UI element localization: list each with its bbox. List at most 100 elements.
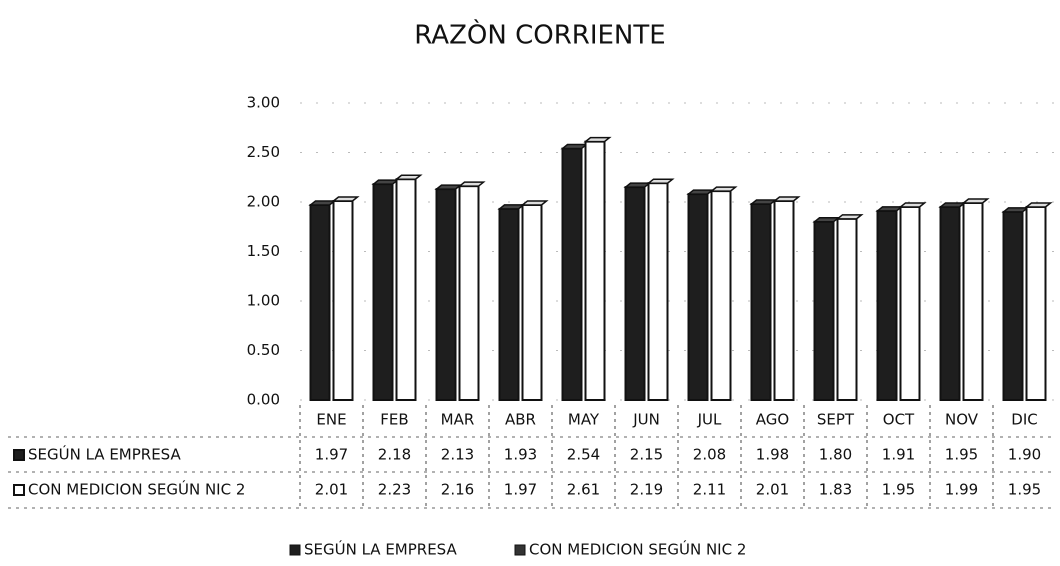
x-tick-label: SEPT [817, 411, 855, 429]
bar-top [1024, 202, 1053, 208]
bar-top [371, 179, 400, 185]
x-tick-label: ABR [505, 411, 536, 429]
x-tick-label: MAR [441, 411, 475, 429]
bar-top [686, 189, 715, 195]
table-value: 1.91 [882, 446, 915, 464]
bar [750, 202, 772, 401]
bar-top [938, 202, 967, 208]
table-legend-key [13, 449, 25, 461]
bar-top [623, 182, 652, 188]
bar [561, 147, 583, 401]
x-tick-label: FEB [380, 411, 408, 429]
bar [395, 178, 417, 401]
bar-top [772, 196, 801, 202]
x-tick-label: NOV [945, 411, 979, 429]
x-tick-label: AGO [756, 411, 789, 429]
bar [498, 207, 520, 401]
bar-top [394, 174, 423, 180]
y-tick-label: 2.00 [247, 193, 280, 211]
table-value: 2.08 [693, 446, 726, 464]
table-value: 2.18 [378, 446, 411, 464]
x-tick-label: JUN [632, 411, 660, 429]
legend-swatch [514, 544, 526, 556]
table-value: 1.93 [504, 446, 537, 464]
table-value: 1.90 [1008, 446, 1041, 464]
bar-top [646, 178, 675, 184]
bar [435, 188, 457, 401]
y-tick-label: 1.50 [247, 242, 280, 260]
x-tick-label: ENE [316, 411, 346, 429]
y-tick-label: 0.50 [247, 341, 280, 359]
y-tick-label: 2.50 [247, 143, 280, 161]
x-tick-label: OCT [883, 411, 915, 429]
table-row-label: SEGÚN LA EMPRESA [28, 445, 181, 464]
table-value: 2.23 [378, 481, 411, 499]
bar-top [961, 198, 990, 204]
table-value: 2.01 [756, 481, 789, 499]
table-value: 1.98 [756, 446, 789, 464]
legend-swatch [289, 544, 301, 556]
bar-top [835, 214, 864, 220]
table-legend-key [13, 484, 25, 496]
bar [1025, 205, 1047, 401]
bar-top [308, 200, 337, 206]
table-value: 1.99 [945, 481, 978, 499]
table-value: 1.97 [504, 481, 537, 499]
table-value: 2.11 [693, 481, 726, 499]
bar [836, 217, 858, 401]
table-value: 2.16 [441, 481, 474, 499]
bar [521, 203, 543, 401]
bar-top [497, 204, 526, 210]
table-value: 2.61 [567, 481, 600, 499]
x-tick-label: DIC [1011, 411, 1037, 429]
bar [773, 200, 795, 401]
table-value: 1.97 [315, 446, 348, 464]
bar [899, 205, 921, 401]
bar-top [875, 206, 904, 212]
bar [458, 185, 480, 401]
bar [332, 200, 354, 401]
bar [813, 220, 835, 401]
bar-top [898, 202, 927, 208]
table-value: 1.83 [819, 481, 852, 499]
y-tick-label: 1.00 [247, 292, 280, 310]
bar-top [1001, 207, 1030, 213]
bar [309, 203, 331, 401]
x-tick-label: MAY [568, 411, 600, 429]
bar-top [331, 196, 360, 202]
table-value: 2.19 [630, 481, 663, 499]
table-value: 1.95 [1008, 481, 1041, 499]
table-value: 2.54 [567, 446, 600, 464]
bar-top [583, 136, 612, 143]
table-value: 2.13 [441, 446, 474, 464]
bar [687, 193, 709, 401]
table-row-label: CON MEDICION SEGÚN NIC 2 [28, 480, 245, 499]
legend-label: CON MEDICION SEGÚN NIC 2 [529, 540, 746, 559]
bar-top [812, 217, 841, 223]
bar [624, 186, 646, 401]
table-value: 1.80 [819, 446, 852, 464]
table-value: 2.15 [630, 446, 663, 464]
bar-top [749, 199, 778, 205]
y-tick-label: 3.00 [247, 94, 280, 112]
bar-top [457, 181, 486, 187]
table-value: 2.01 [315, 481, 348, 499]
table-value: 1.95 [945, 446, 978, 464]
bar-top [434, 184, 463, 190]
bar-top [520, 200, 549, 206]
y-tick-label: 0.00 [247, 391, 280, 409]
bar-top [560, 143, 589, 150]
bar [939, 205, 961, 401]
chart-title: RAZÒN CORRIENTE [414, 19, 665, 51]
bar [876, 209, 898, 401]
bar [584, 140, 606, 402]
bar [372, 183, 394, 401]
bar-top [709, 186, 738, 192]
bar [710, 190, 732, 401]
legend-label: SEGÚN LA EMPRESA [304, 540, 457, 559]
bar [962, 201, 984, 401]
bar [647, 182, 669, 401]
x-tick-label: JUL [697, 411, 722, 429]
bar [1002, 210, 1024, 401]
